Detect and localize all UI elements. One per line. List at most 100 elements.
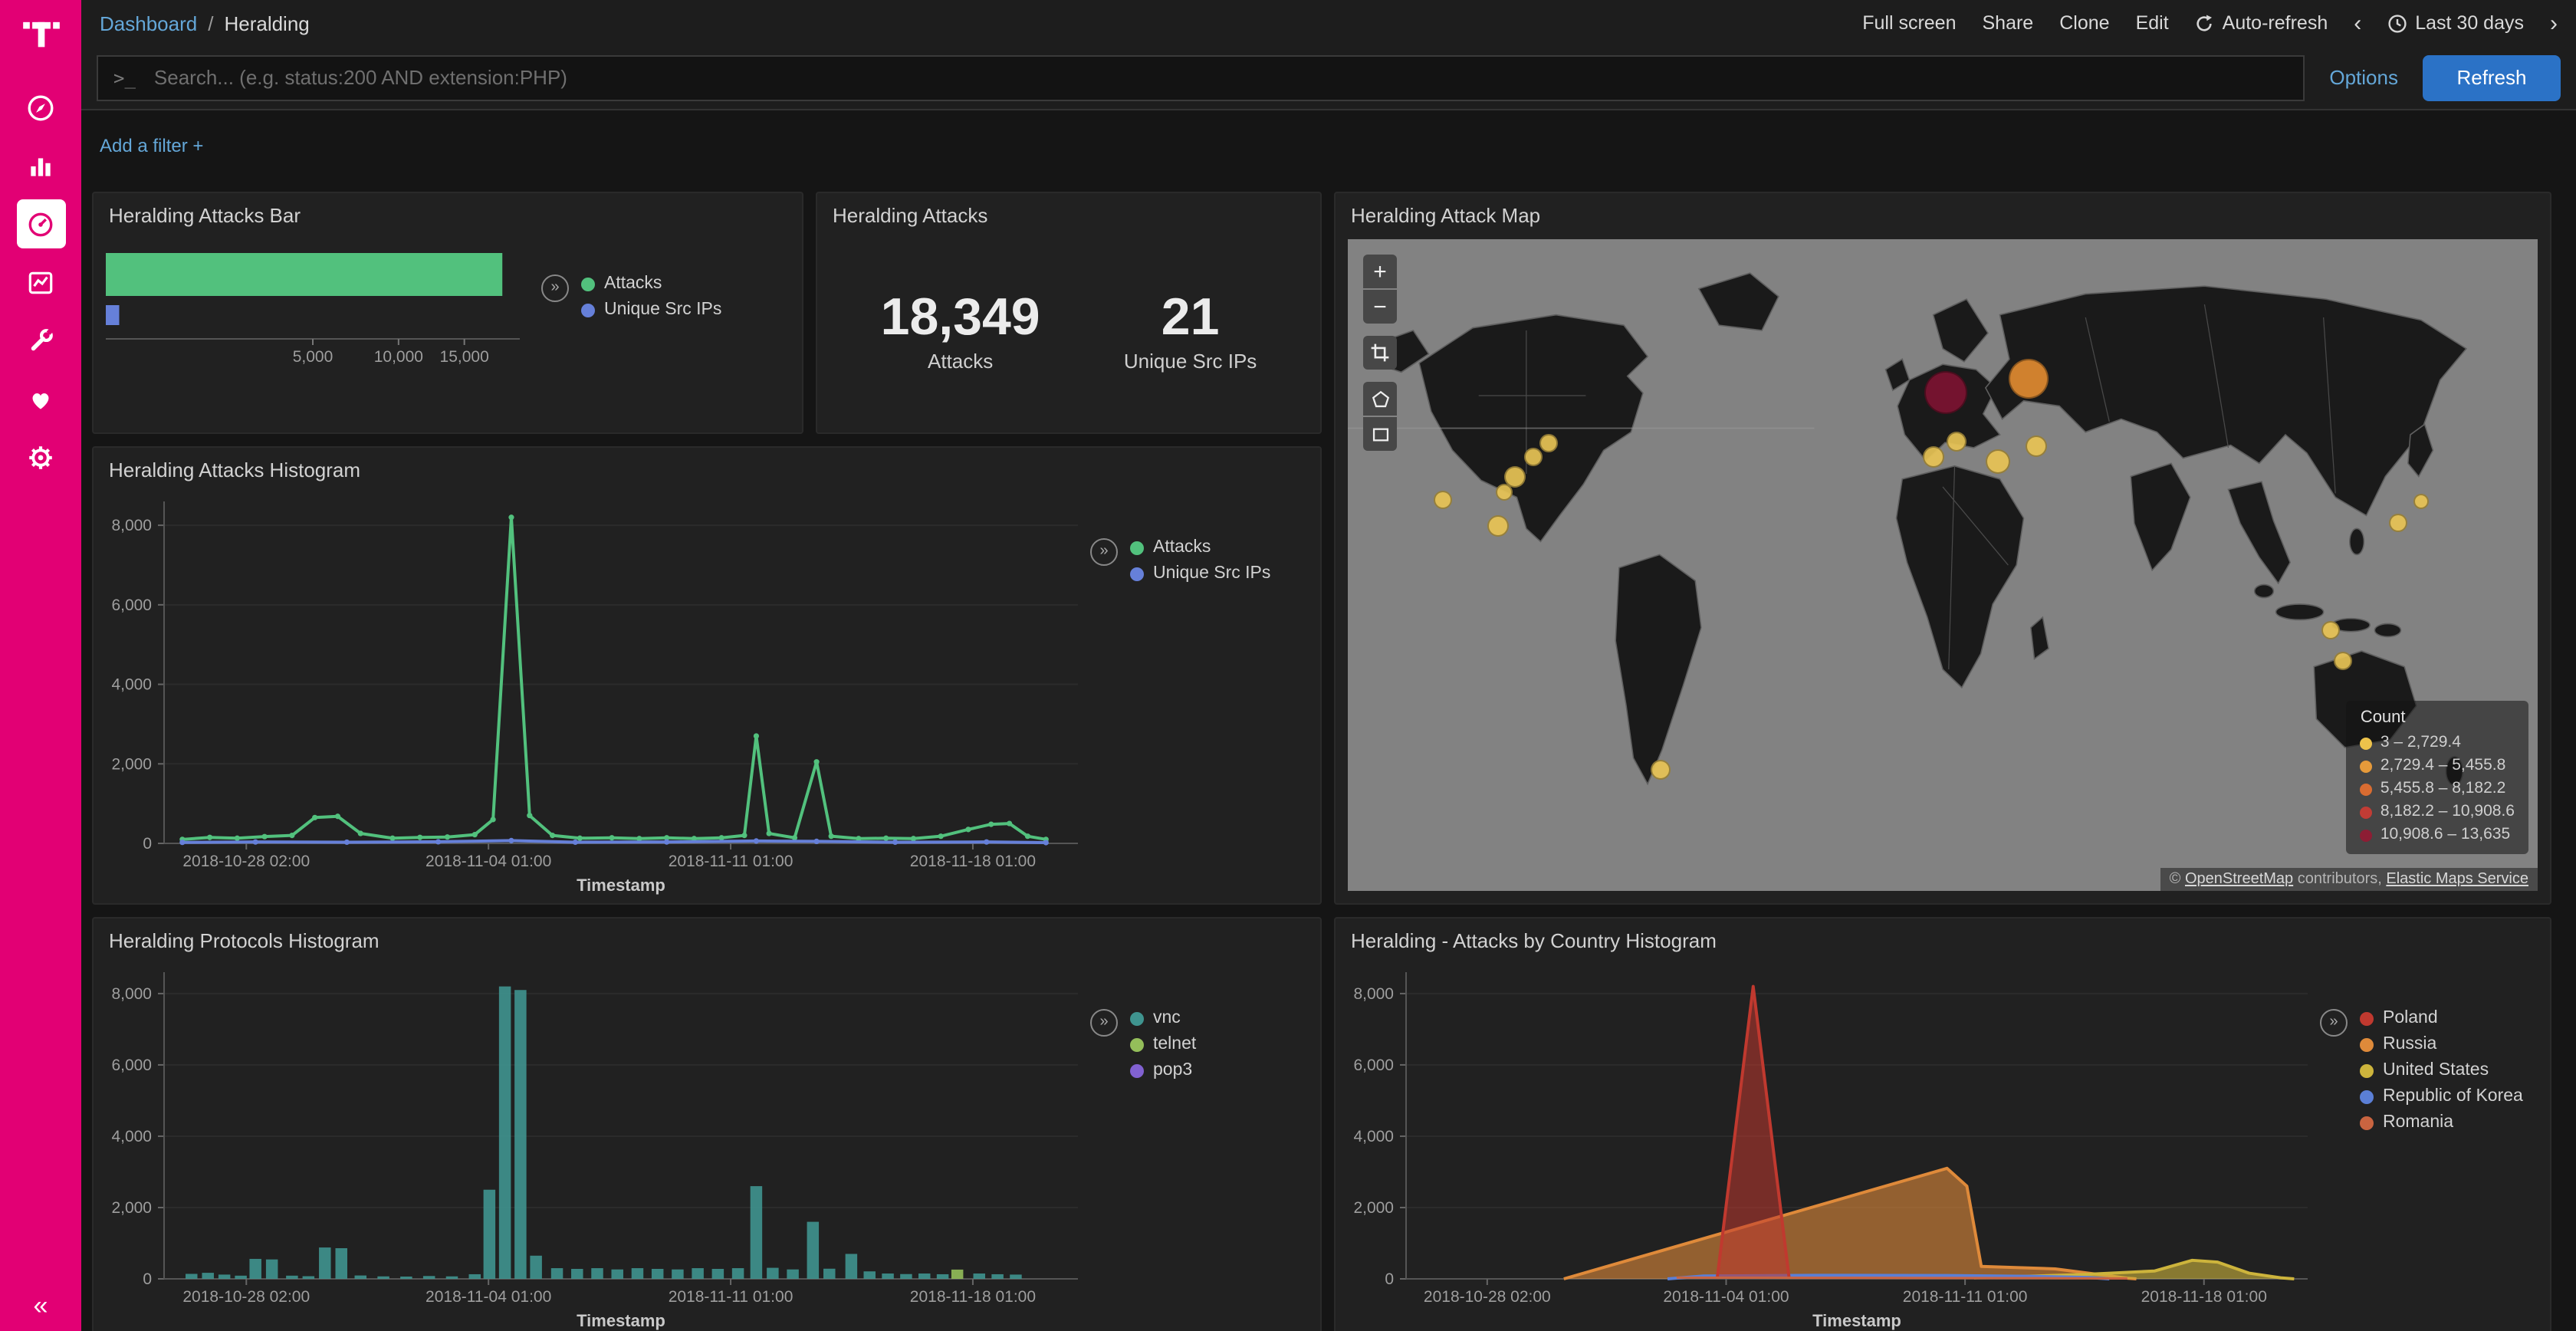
legend-item[interactable]: Republic of Korea [2360, 1087, 2523, 1106]
sidebar-item-discover[interactable] [16, 83, 65, 132]
legend-item[interactable]: Romania [2360, 1113, 2523, 1132]
breadcrumb-separator: / [208, 12, 213, 35]
legend-item[interactable]: Russia [2360, 1035, 2523, 1053]
edit-button[interactable]: Edit [2136, 12, 2169, 34]
zoom-in-button[interactable]: + [1363, 255, 1397, 288]
legend-color-dot [1130, 567, 1144, 580]
protocols-histogram-chart[interactable]: 02,0004,0006,0008,0002018-10-28 02:00201… [94, 957, 1090, 1331]
sidebar-item-management[interactable] [16, 432, 65, 481]
sidebar-item-monitoring[interactable] [16, 374, 65, 423]
map-legend-row: 8,182.2 – 10,908.6 [2361, 800, 2515, 823]
refresh-button[interactable]: Refresh [2423, 54, 2561, 100]
legend-label: Attacks [1153, 538, 1211, 557]
breadcrumb-dashboard-link[interactable]: Dashboard [100, 12, 197, 35]
clock-icon [2387, 13, 2407, 33]
gauge-icon [26, 209, 55, 238]
svg-text:2018-11-11 01:00: 2018-11-11 01:00 [1903, 1288, 2028, 1306]
legend-label: Unique Src IPs [604, 301, 721, 319]
svg-text:6,000: 6,000 [1353, 1057, 1394, 1074]
panel-title: Heralding Attack Map [1336, 193, 2550, 232]
collapse-chevron-icon[interactable]: « [34, 1291, 48, 1322]
share-button[interactable]: Share [1983, 12, 2034, 34]
chart-legend: » Attacks Unique Src IPs [541, 232, 802, 428]
legend-label: Republic of Korea [2383, 1087, 2523, 1106]
svg-text:4,000: 4,000 [111, 1128, 152, 1145]
svg-text:2018-10-28 02:00: 2018-10-28 02:00 [182, 853, 310, 870]
svg-text:2018-10-28 02:00: 2018-10-28 02:00 [1424, 1288, 1551, 1306]
time-range-picker[interactable]: Last 30 days [2387, 12, 2524, 34]
search-input[interactable] [151, 64, 2288, 90]
attacks-histogram-chart[interactable]: 02,0004,0006,0008,0002018-10-28 02:00201… [94, 486, 1090, 899]
svg-text:2018-11-18 01:00: 2018-11-18 01:00 [910, 853, 1036, 870]
search-bar-row: >_ Options Refresh [81, 46, 2576, 110]
legend-label: Poland [2383, 1009, 2438, 1027]
legend-toggle-icon[interactable]: » [1090, 1009, 1118, 1037]
map-legend-color-dot [2361, 806, 2373, 818]
map-legend-range-label: 5,455.8 – 8,182.2 [2380, 777, 2506, 800]
legend-item[interactable]: Unique Src IPs [1130, 564, 1270, 583]
telekom-t-logo[interactable] [21, 14, 61, 54]
auto-refresh-label: Auto-refresh [2223, 12, 2328, 34]
map-data-circle [1985, 450, 2009, 475]
legend-toggle-icon[interactable]: » [541, 274, 569, 302]
sidebar-item-dashboard[interactable] [16, 199, 65, 248]
legend-label: United States [2383, 1061, 2489, 1080]
map-data-circle [1651, 761, 1671, 781]
time-back-chevron-icon[interactable]: ‹ [2354, 10, 2361, 36]
svg-text:2018-11-11 01:00: 2018-11-11 01:00 [669, 853, 794, 870]
panel-title: Heralding Attacks Bar [94, 193, 802, 232]
legend-item[interactable]: Attacks [1130, 538, 1270, 557]
map-data-circle [2389, 514, 2407, 532]
legend-toggle-icon[interactable]: » [1090, 538, 1118, 566]
options-link[interactable]: Options [2329, 66, 2398, 89]
map-legend-row: 10,908.6 – 13,635 [2361, 823, 2515, 846]
crop-tool-button[interactable] [1363, 336, 1397, 370]
svg-text:4,000: 4,000 [111, 676, 152, 694]
map-legend-title: Count [2361, 708, 2515, 727]
gear-icon [26, 442, 55, 472]
map-data-circle [1923, 445, 1944, 467]
add-filter-link[interactable]: Add a filter + [100, 135, 203, 156]
legend-label: Romania [2383, 1113, 2453, 1132]
sidebar-item-timelion[interactable] [16, 258, 65, 307]
world-map[interactable]: + − [1348, 239, 2538, 891]
svg-text:2018-11-11 01:00: 2018-11-11 01:00 [669, 1288, 794, 1306]
country-histogram-chart[interactable]: 02,0004,0006,0008,0002018-10-28 02:00201… [1336, 957, 2320, 1331]
legend-item[interactable]: Poland [2360, 1009, 2523, 1027]
map-legend-range-label: 10,908.6 – 13,635 [2380, 823, 2510, 846]
metric-attacks: 18,349 Attacks [881, 288, 1040, 372]
svg-text:2,000: 2,000 [111, 1199, 152, 1217]
clone-button[interactable]: Clone [2059, 12, 2109, 34]
legend-item[interactable]: telnet [1130, 1035, 1196, 1053]
panel-title: Heralding Attacks Histogram [94, 448, 1320, 486]
svg-text:2018-10-28 02:00: 2018-10-28 02:00 [182, 1288, 310, 1306]
legend-item[interactable]: Attacks [581, 274, 721, 293]
map-attribution: © OpenStreetMap contributors, Elastic Ma… [2160, 868, 2538, 891]
time-forward-chevron-icon[interactable]: › [2550, 10, 2558, 36]
rectangle-tool-button[interactable] [1363, 417, 1397, 451]
svg-text:2018-11-18 01:00: 2018-11-18 01:00 [910, 1288, 1036, 1306]
legend-item[interactable]: pop3 [1130, 1061, 1196, 1080]
svg-text:2,000: 2,000 [111, 755, 152, 773]
auto-refresh-button[interactable]: Auto-refresh [2195, 12, 2328, 34]
legend-color-dot [2360, 1116, 2374, 1129]
attacks-bar-chart[interactable]: 5,00010,00015,000 [94, 232, 541, 428]
zoom-out-button[interactable]: − [1363, 290, 1397, 324]
panel-heralding-attacks-metric: Heralding Attacks 18,349 Attacks 21 Uniq… [816, 192, 1322, 434]
legend-item[interactable]: vnc [1130, 1009, 1196, 1027]
elastic-maps-service-link[interactable]: Elastic Maps Service [2386, 871, 2528, 888]
sidebar-item-visualize[interactable] [16, 141, 65, 190]
search-input-wrap: >_ [97, 54, 2305, 100]
full-screen-button[interactable]: Full screen [1862, 12, 1956, 34]
legend-item[interactable]: United States [2360, 1061, 2523, 1080]
map-data-circle [2413, 495, 2429, 510]
svg-text:5,000: 5,000 [293, 348, 334, 366]
legend-item[interactable]: Unique Src IPs [581, 301, 721, 319]
legend-toggle-icon[interactable]: » [2320, 1009, 2348, 1037]
sidebar-item-dev-tools[interactable] [16, 316, 65, 365]
polygon-tool-button[interactable] [1363, 382, 1397, 416]
openstreetmap-link[interactable]: OpenStreetMap [2185, 871, 2293, 888]
svg-text:2,000: 2,000 [1353, 1199, 1394, 1217]
legend-label: vnc [1153, 1009, 1181, 1027]
terminal-prompt-icon: >_ [113, 67, 136, 88]
